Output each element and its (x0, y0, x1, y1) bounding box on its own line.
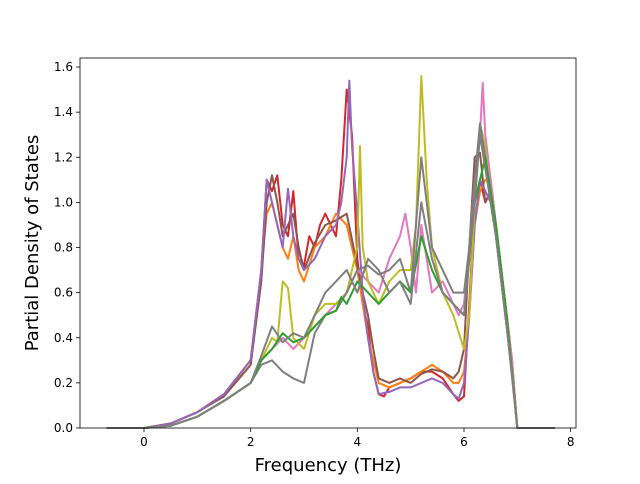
x-axis-ticks: 0 2 4 6 8 (140, 428, 574, 449)
axes-frame (79, 57, 577, 429)
x-tick-label: 4 (354, 435, 362, 449)
series-layer (106, 75, 555, 429)
y-axis-ticks: 0.0 0.2 0.4 0.6 0.8 1.0 1.2 1.4 1.6 (54, 60, 80, 435)
x-axis-label: Frequency (THz) (255, 455, 402, 476)
x-tick-label: 2 (247, 435, 255, 449)
y-tick-label: 0.0 (54, 421, 73, 435)
y-tick-label: 0.2 (54, 376, 73, 390)
y-tick-label: 0.4 (54, 331, 73, 345)
x-tick-label: 8 (567, 435, 575, 449)
y-tick-label: 1.2 (54, 150, 73, 164)
y-tick-label: 1.4 (54, 105, 73, 119)
x-tick-label: 6 (460, 435, 468, 449)
y-axis-label: Partial Density of States (22, 135, 43, 352)
plot-area (80, 58, 576, 428)
y-tick-label: 1.6 (54, 60, 73, 74)
series-line-4 (106, 79, 555, 429)
y-tick-label: 1.0 (54, 195, 73, 209)
series-line-3 (106, 151, 555, 429)
y-tick-label: 0.6 (54, 286, 73, 300)
series-line-9 (106, 133, 555, 429)
y-tick-label: 0.8 (54, 241, 73, 255)
x-tick-label: 0 (140, 435, 148, 449)
